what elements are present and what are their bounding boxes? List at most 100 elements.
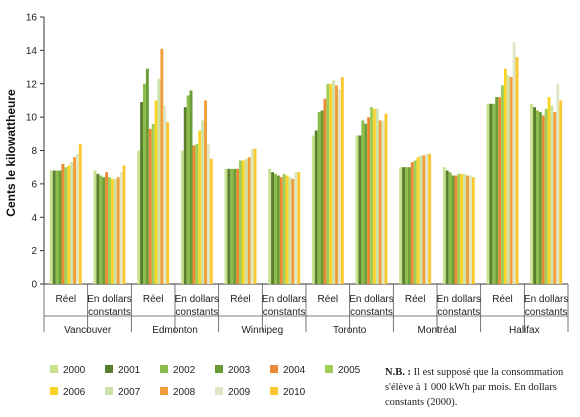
- bar: [294, 172, 298, 284]
- bar: [471, 177, 475, 284]
- bar: [78, 143, 82, 284]
- bar: [233, 168, 237, 284]
- bar: [209, 158, 213, 284]
- legend-label: 2004: [283, 365, 306, 376]
- x-axis-labels: Réel En dollars constants Réel En dollars con…: [56, 294, 569, 336]
- bar: [151, 123, 155, 284]
- bar: [361, 120, 365, 285]
- bar: [355, 135, 359, 284]
- bar: [410, 162, 414, 284]
- legend-label: 2001: [118, 365, 141, 376]
- city-label: Vancouver: [64, 325, 112, 336]
- bar: [154, 100, 158, 284]
- bar: [52, 170, 56, 284]
- bar: [451, 175, 455, 284]
- bar: [498, 97, 502, 284]
- subcategory-label: constants: [350, 307, 393, 318]
- city-label: Toronto: [333, 325, 367, 336]
- subcategory-label: En dollars: [262, 294, 306, 305]
- bar: [533, 107, 537, 284]
- bar: [192, 145, 196, 284]
- bar: [244, 158, 248, 284]
- bar: [337, 88, 341, 284]
- bar: [407, 167, 411, 284]
- bar: [183, 107, 187, 284]
- bar: [236, 168, 240, 284]
- bar: [145, 68, 149, 284]
- bar: [326, 83, 330, 284]
- legend-swatch: [270, 365, 278, 373]
- bar: [445, 170, 449, 284]
- bar: [329, 83, 333, 284]
- bar: [271, 172, 275, 284]
- bar: [512, 42, 516, 284]
- bar: [413, 160, 417, 284]
- bar: [372, 108, 376, 284]
- bar: [250, 148, 254, 284]
- bar: [384, 113, 388, 284]
- bar: [119, 172, 123, 284]
- bar: [405, 167, 408, 284]
- bar: [358, 135, 362, 284]
- bar: [224, 168, 228, 284]
- bar: [503, 68, 507, 284]
- subcategory-label: Réel: [318, 294, 339, 305]
- bar: [538, 112, 542, 285]
- bar: [204, 100, 207, 284]
- bar: [137, 150, 141, 284]
- bar: [378, 120, 382, 285]
- subcategory-label: En dollars: [87, 294, 131, 305]
- bar: [253, 148, 257, 284]
- subcategory-label: Réel: [405, 294, 426, 305]
- bar: [282, 173, 286, 284]
- y-tick-label: 14: [26, 46, 38, 57]
- bar: [335, 85, 338, 284]
- bar: [506, 75, 510, 284]
- legend-label: 2008: [173, 387, 196, 398]
- footnote-bold: N.B. :: [385, 367, 411, 378]
- bar: [157, 78, 161, 285]
- bar: [143, 83, 146, 284]
- legend-swatch: [270, 387, 278, 395]
- bar: [49, 170, 53, 284]
- y-tick-label: 12: [26, 79, 38, 90]
- bar: [93, 170, 97, 284]
- bar: [317, 112, 321, 285]
- bar: [457, 173, 461, 284]
- bar: [75, 153, 79, 284]
- bar: [274, 173, 277, 284]
- bar: [314, 130, 318, 284]
- bar: [279, 177, 283, 284]
- axes: 0 2 4 6 8 10 12 14 16: [26, 13, 569, 332]
- legend: 2000 2001 2002 2003 2004 2005 2006 2007 2008 2009…: [50, 365, 361, 398]
- legend-swatch: [215, 365, 223, 373]
- subcategory-label: Réel: [143, 294, 164, 305]
- bar: [541, 115, 545, 284]
- bar: [58, 170, 62, 284]
- bar: [116, 177, 120, 284]
- subcategory-label: En dollars: [175, 294, 219, 305]
- bar: [367, 117, 371, 284]
- bar: [501, 85, 504, 284]
- bar: [67, 165, 71, 284]
- bar: [195, 143, 199, 284]
- bar: [102, 177, 106, 284]
- city-label: Halifax: [509, 325, 540, 336]
- bar: [227, 168, 231, 284]
- subcategory-label: Réel: [492, 294, 513, 305]
- bar: [553, 112, 557, 285]
- bar: [186, 95, 190, 285]
- bar: [55, 170, 59, 284]
- bar: [201, 120, 205, 285]
- footnote-text: Il est supposé que la consommation s'élè…: [385, 367, 564, 408]
- city-label: Edmonton: [152, 325, 198, 336]
- bar: [530, 103, 534, 285]
- bar: [370, 107, 373, 284]
- bar: [110, 178, 114, 284]
- legend-swatch: [50, 365, 58, 373]
- bar: [113, 178, 117, 284]
- subcategory-label: En dollars: [524, 294, 568, 305]
- bar: [340, 77, 344, 284]
- bar: [70, 162, 74, 284]
- subcategory-label: constants: [175, 307, 218, 318]
